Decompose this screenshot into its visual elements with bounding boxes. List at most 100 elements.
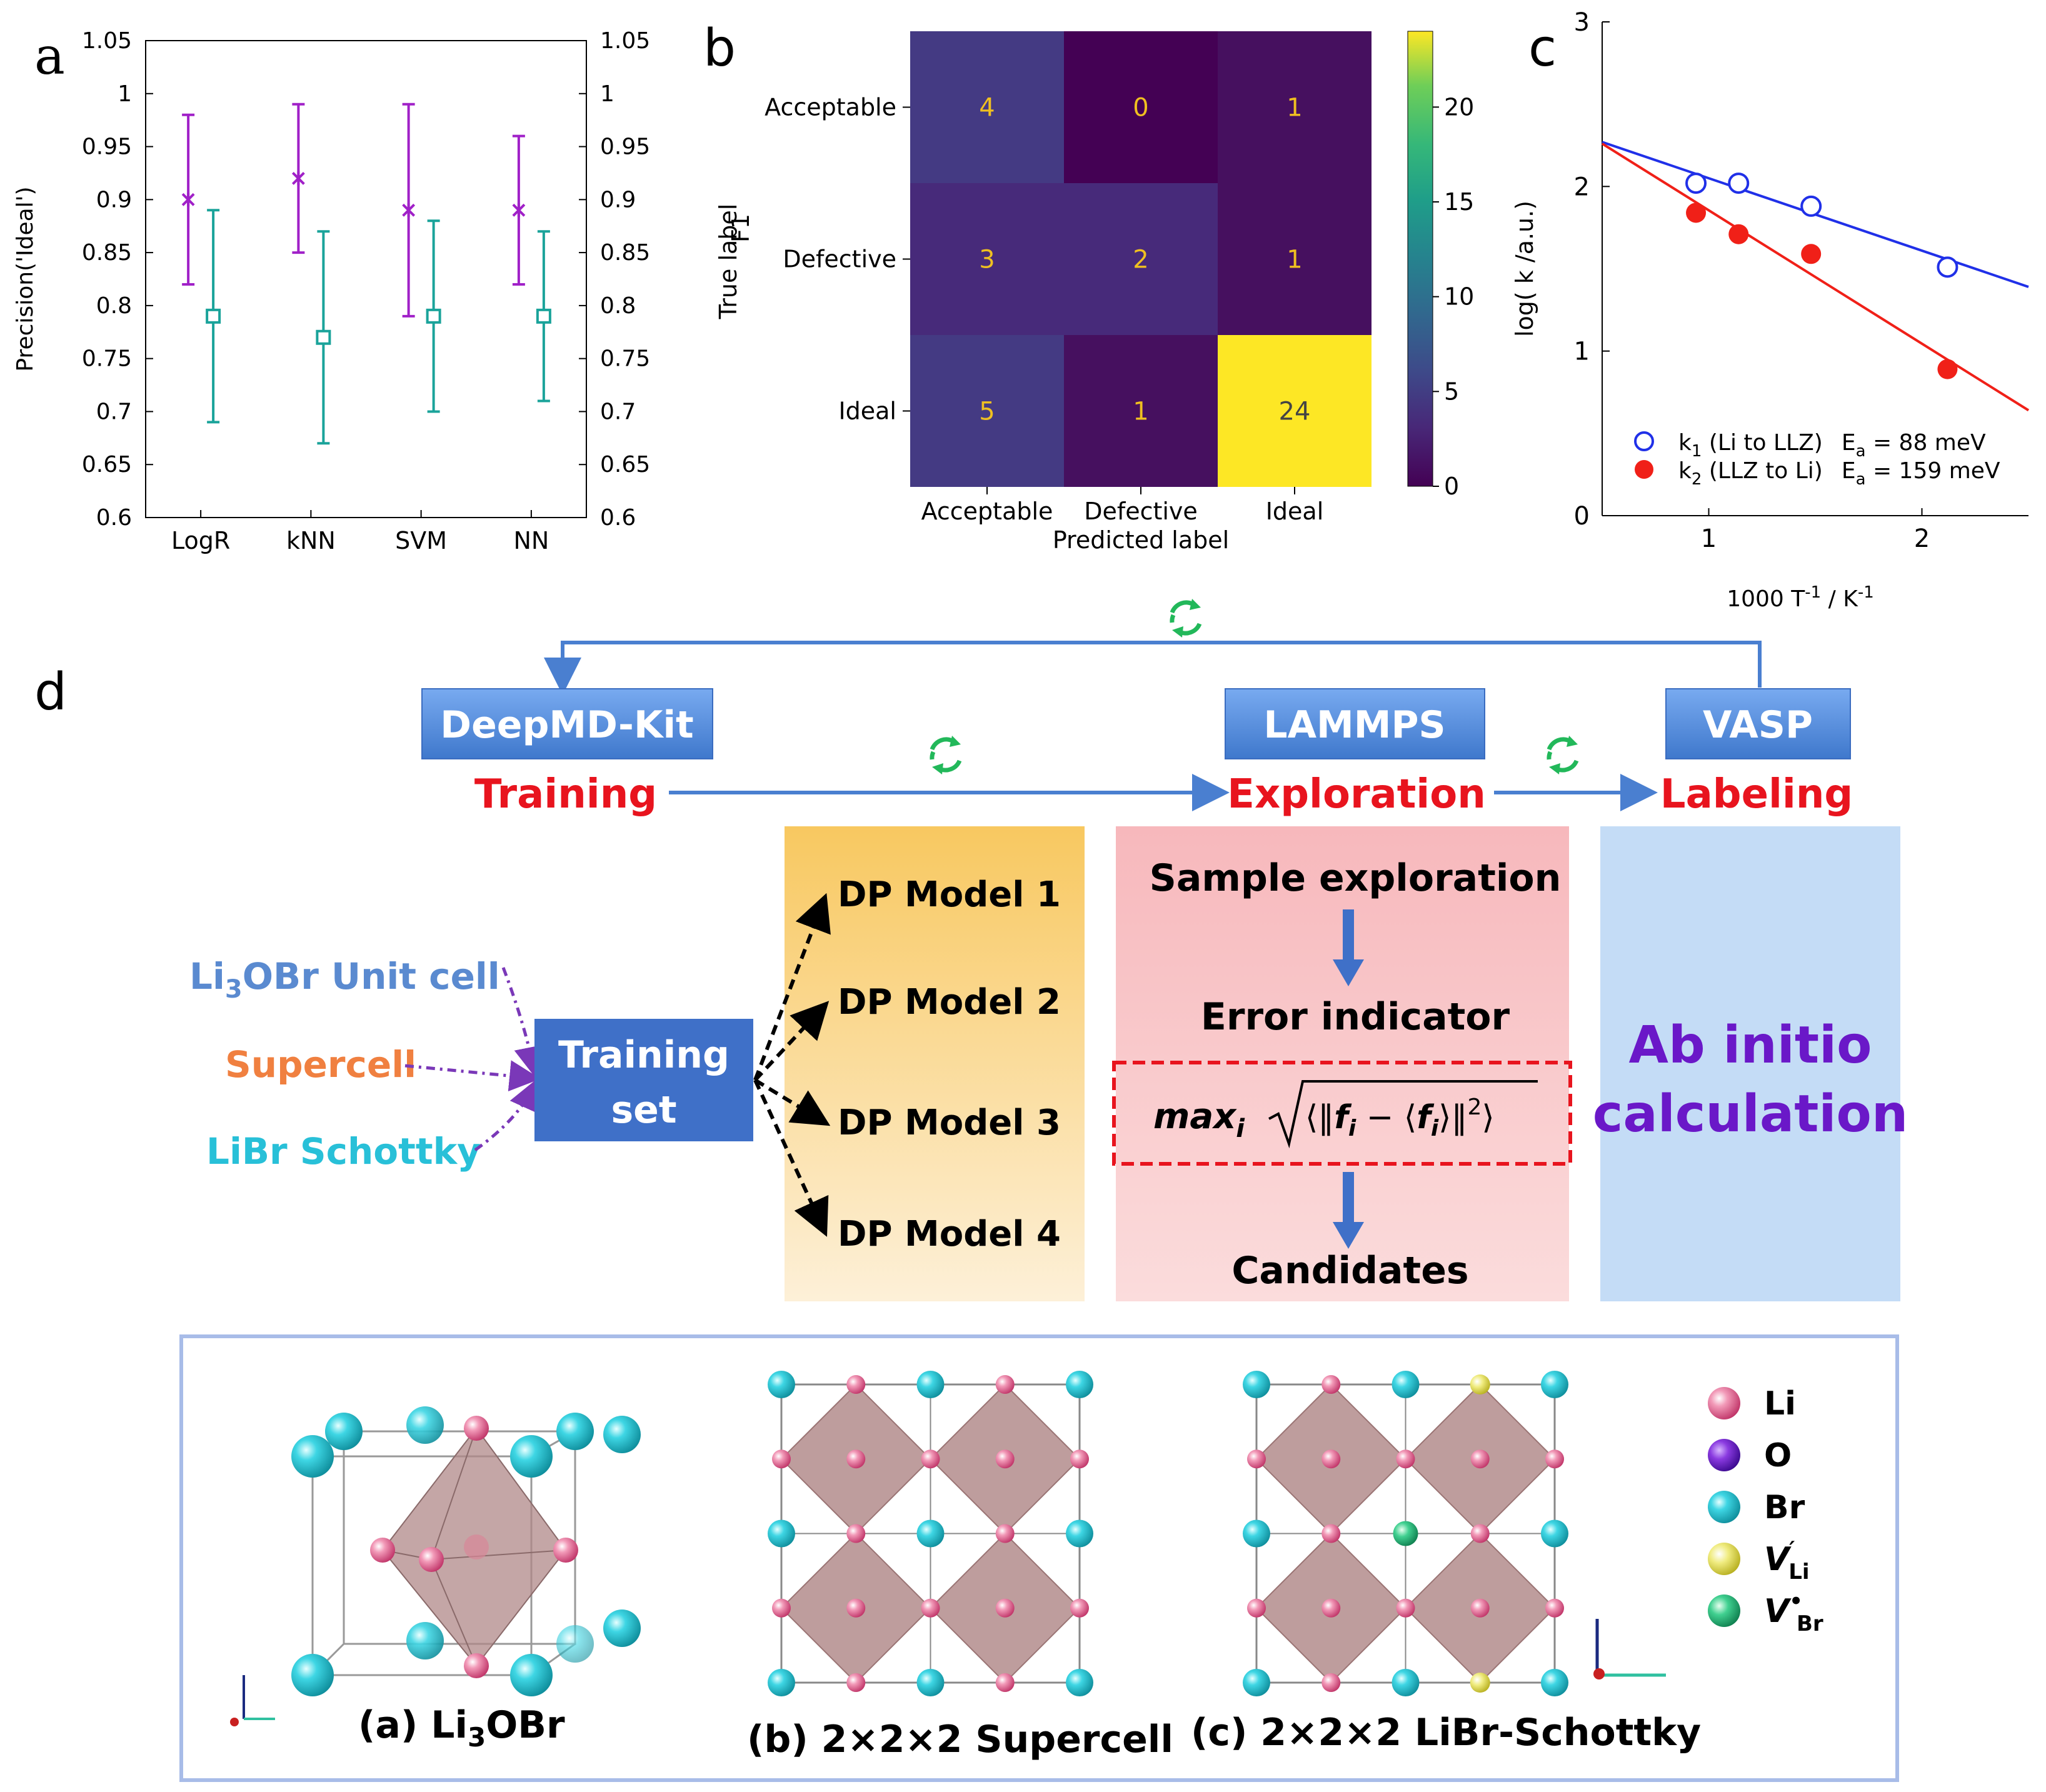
data-point-square [426,308,441,324]
atom-br [768,1519,795,1548]
feedback-loop-arrow [544,641,1762,695]
x-axis-label: 1000 T-1 / K-1 [1727,583,1874,612]
vasp-label: VASP [1703,703,1813,747]
legend-k1-label: k1 (Li to LLZ) Ea = 88 meV [1678,430,1986,461]
lammps-box: LAMMPS [1225,688,1485,759]
atom-br [1243,1371,1270,1398]
cell-value: 3 [979,246,995,274]
atom-li [772,1598,791,1618]
atom-li [846,1598,866,1618]
atom-li [1070,1598,1089,1618]
structure-b-caption: (b) 2×2×2 Supercell [747,1718,1173,1761]
heatmap-cell [1064,183,1218,335]
atom-li [1321,1375,1341,1394]
arrow-supercell [404,1060,541,1092]
y-axis-label-top: F1 [727,214,755,243]
input-supercell: Supercell [225,1043,416,1086]
svg-text:⟨‖fi − ⟨fi⟩‖2⟩: ⟨‖fi − ⟨fi⟩‖2⟩ [1305,1094,1495,1141]
cycle-icon [1549,736,1578,774]
cell-value: 5 [979,398,995,426]
x-tick-label: kNN [286,527,336,554]
panel-letter-b: b [703,19,736,78]
heatmap-cell [910,183,1064,335]
structure-c-schottky: (c) 2×2×2 LiBr-Schottky [1191,1371,1701,1754]
legend-k1-marker [1634,431,1654,451]
atom-li [1321,1449,1341,1469]
error-formula: maxi ⟨‖fi − ⟨fi⟩‖2⟩ [1153,1080,1538,1149]
cell-value: 1 [1286,246,1302,274]
legend-atom-o [1708,1439,1740,1471]
atom-li [1545,1449,1564,1469]
atom-li [1247,1598,1266,1618]
x-tick-label: SVM [395,527,447,554]
stage-exploration: Exploration [1227,771,1486,818]
atom-li [1070,1449,1089,1469]
atom-br [768,1669,795,1696]
atom-br [1541,1371,1568,1398]
y-tick-label-left: 0.6 [96,505,132,531]
vacancy-li [1470,1673,1490,1693]
atom-br [1243,1669,1270,1696]
atom-br [1066,1371,1093,1398]
chart-b-confusion-matrix: 4 0 13 2 15 1 24AcceptableDefectiveIdealAccept… [715,31,1474,554]
y-tick-label-right: 1 [600,81,614,107]
heatmap-cell [1064,31,1218,183]
structure-a-unit-cell: (a) Li3OBr [230,1406,641,1753]
y-tick-label-left: 1.05 [82,28,132,54]
data-point-open [1800,195,1822,217]
heatmap-cell [1218,335,1372,487]
legend-k2-marker [1635,460,1653,479]
y-tick-label-right: 0.65 [600,452,650,478]
heatmap-cell [1064,335,1218,487]
data-point-square [536,308,551,324]
data-point-filled [1801,244,1822,264]
structure-c-caption: (c) 2×2×2 LiBr-Schottky [1191,1711,1701,1754]
atom-li [1321,1673,1341,1692]
plot-frame-a [145,40,587,518]
data-point-square [316,329,331,345]
y-tick-label: 0 [1574,502,1590,531]
sample-exploration: Sample exploration [1150,856,1562,900]
cell-value: 24 [1279,398,1311,426]
atom-li [995,1673,1015,1692]
candidates: Candidates [1231,1249,1468,1293]
atom-br [1066,1519,1093,1548]
y-tick-label-right: 0.7 [600,399,636,424]
data-point-open [1728,173,1750,194]
data-point-star [181,193,195,207]
svg-text:maxi: maxi [1153,1096,1245,1143]
data-point-star [291,171,305,186]
x-tick-label: 2 [1914,524,1930,553]
col-label: Ideal [1266,498,1324,525]
dp-model-3: DP Model 3 [838,1103,1061,1143]
atom-li [846,1449,866,1469]
col-label: Acceptable [921,498,1053,525]
chart-a: 0.6 0.6 0.65 0.65 0.7 0.7 0.75 0.75 0.8 0.8 0.85 0.… [13,28,650,554]
atom-li [995,1524,1015,1543]
atom-li [995,1449,1015,1469]
atom-li [1321,1598,1341,1618]
heatmap-cell [910,31,1064,183]
chart-c-arrhenius: 0 1 2 3 1 2 1000 T-1 / K-1 log( k /a.u.) [1511,8,2030,612]
input-unit-cell: Li3OBr Unit cell [189,955,500,1004]
colorbar-tick-label: 20 [1444,93,1474,121]
ab-initio-1: Ab initio [1629,1016,1872,1075]
data-point-star [512,203,526,218]
cell-value: 1 [1133,398,1148,426]
data-point-square [206,308,221,324]
stage-training: Training [474,771,657,818]
cell-value: 0 [1133,94,1148,123]
y-tick-label-left: 1 [118,81,132,107]
atom-br [1392,1371,1420,1398]
atom-br [768,1371,795,1398]
models-panel [785,826,1085,1301]
atom-br [916,1371,945,1398]
atom-li [995,1598,1015,1618]
cell-value: 2 [1133,246,1148,274]
atom-li [1396,1598,1415,1618]
y-tick-label-right: 0.9 [600,187,636,213]
dp-model-2: DP Model 2 [838,982,1061,1023]
training-set-box [534,1019,753,1141]
cycle-icon [1172,599,1201,638]
